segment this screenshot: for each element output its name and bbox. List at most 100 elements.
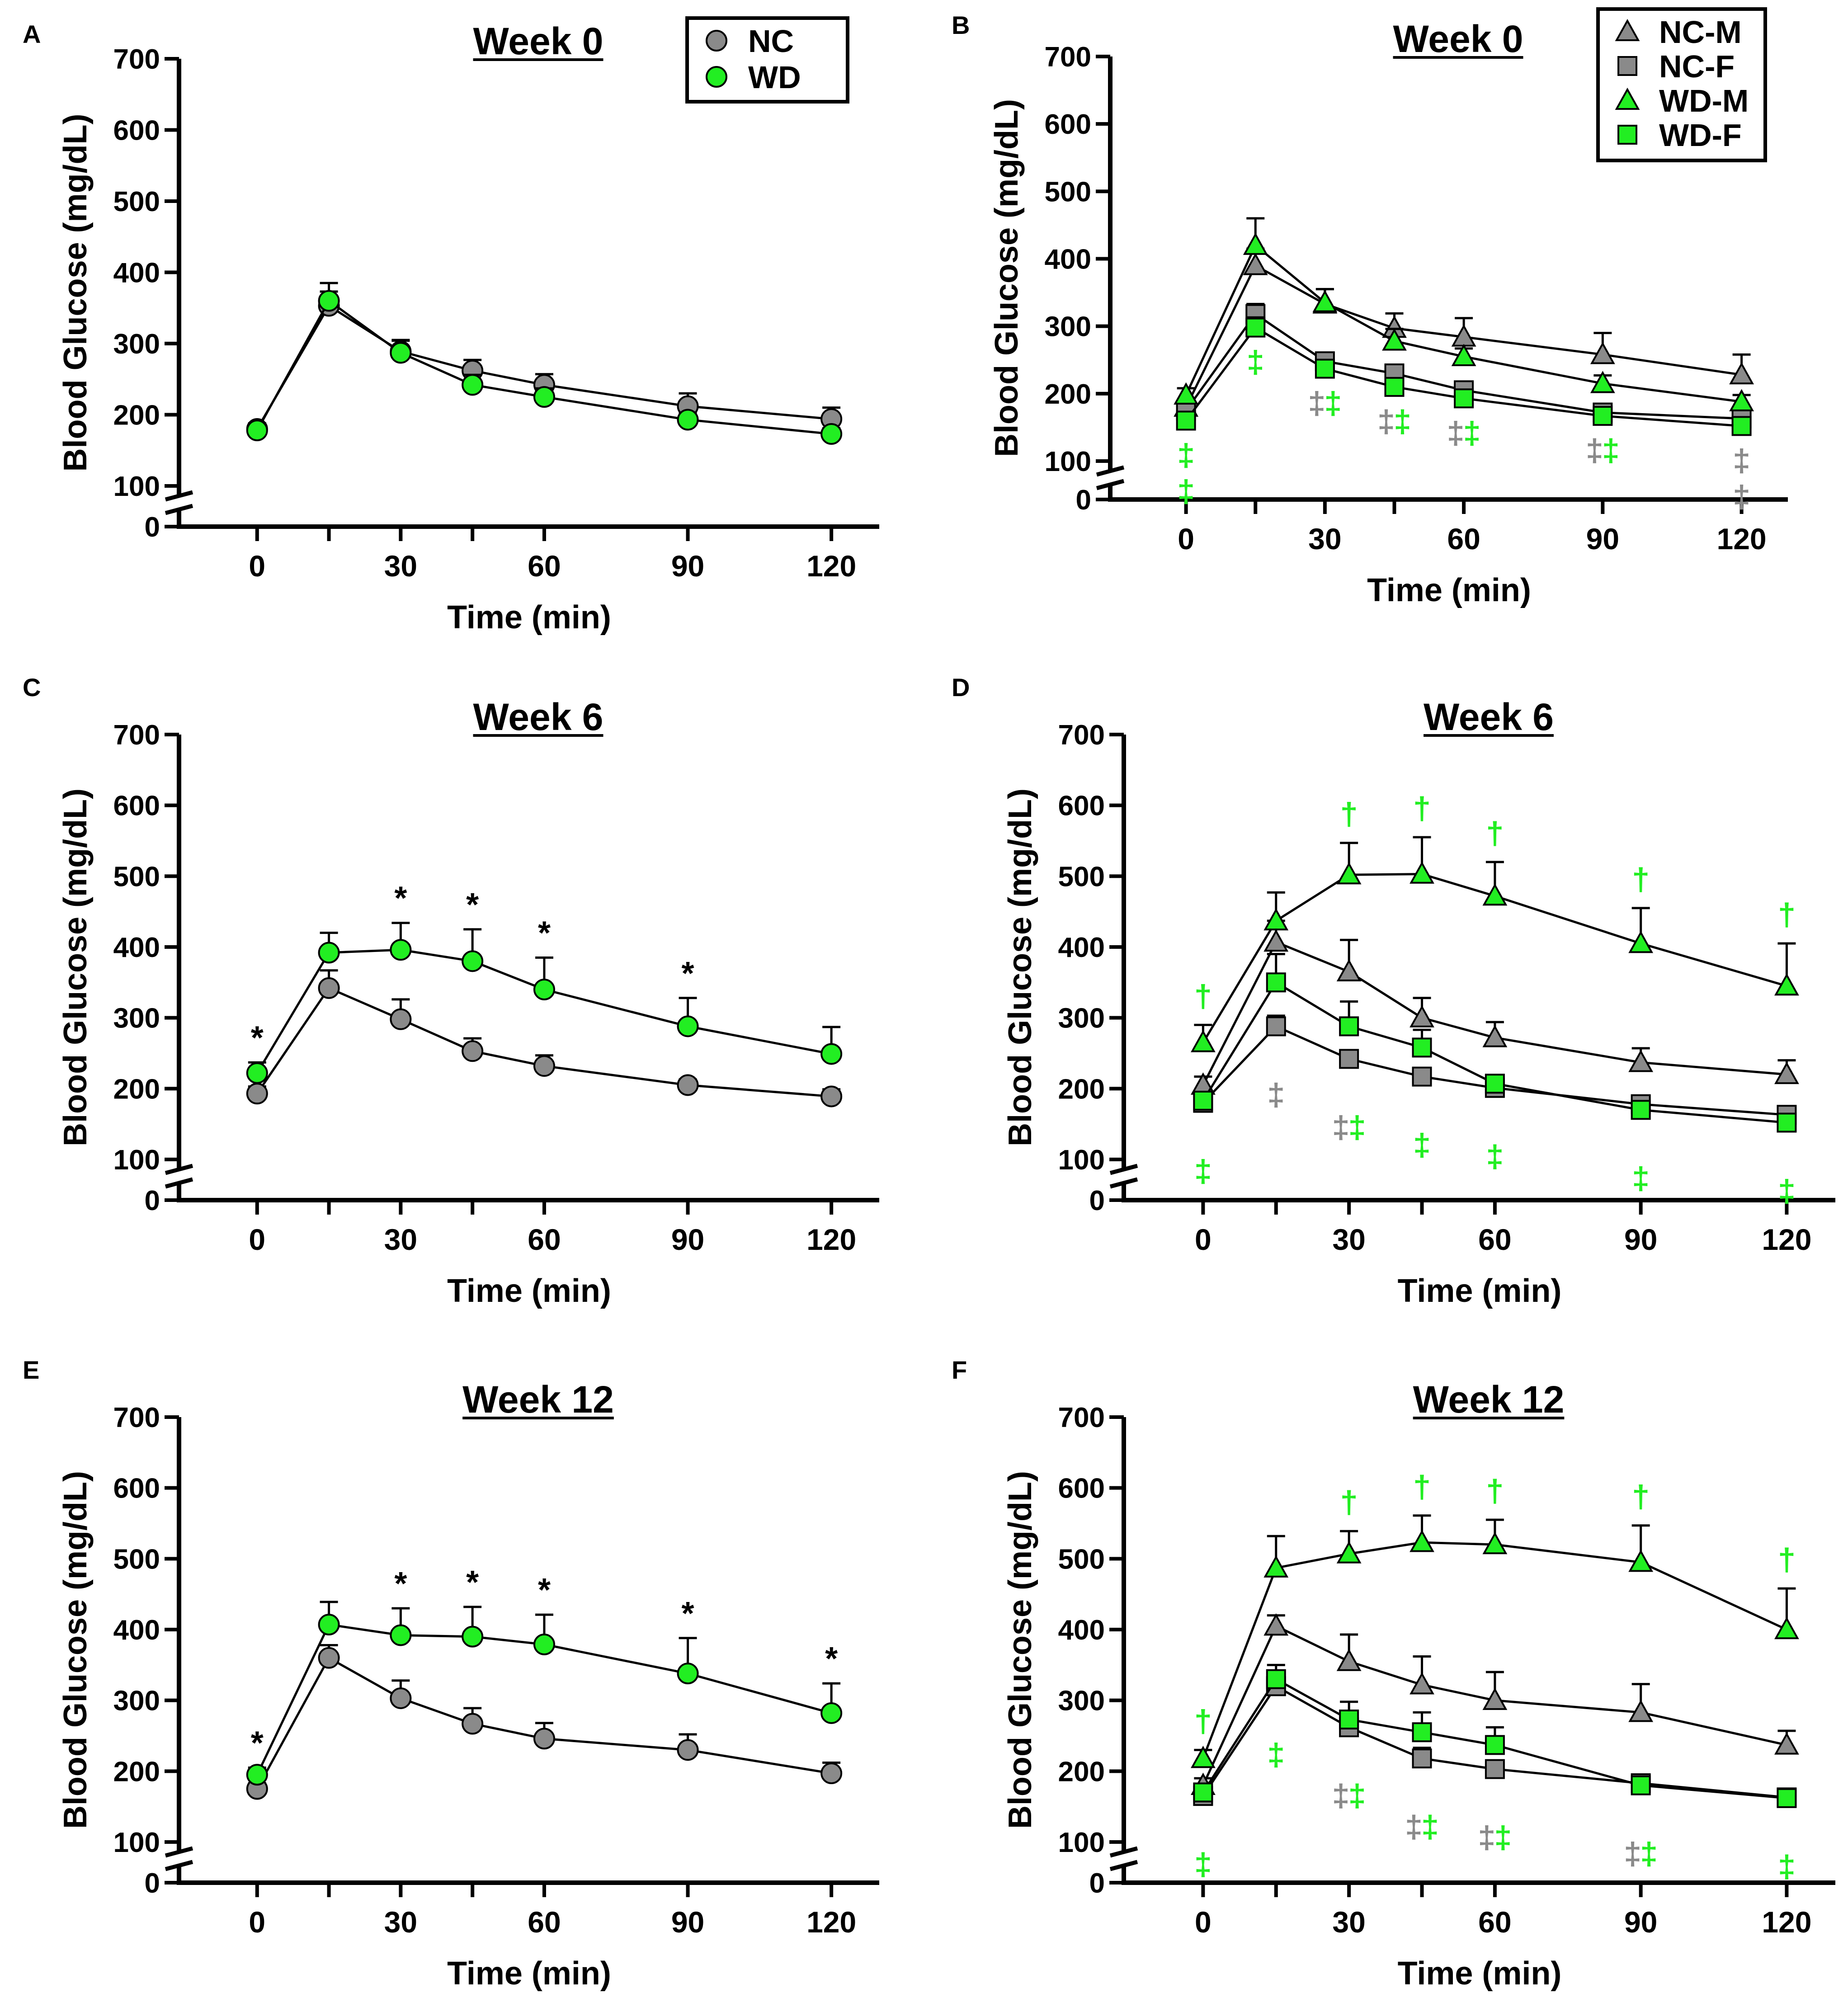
data-point bbox=[677, 1739, 699, 1761]
annotations-group: * * * * * * bbox=[251, 1564, 838, 1762]
data-point bbox=[1593, 406, 1613, 426]
legend-marker bbox=[706, 66, 727, 88]
y-tick-label: 400 bbox=[113, 258, 160, 289]
series-wd bbox=[246, 282, 843, 445]
data-point bbox=[533, 386, 555, 408]
x-tick-label: 120 bbox=[806, 1223, 856, 1256]
data-point bbox=[1774, 973, 1799, 996]
data-point bbox=[462, 1625, 484, 1648]
y-tick-label: 400 bbox=[113, 932, 160, 963]
data-point bbox=[1412, 1748, 1432, 1769]
significance-symbol: ‡ bbox=[1413, 1127, 1431, 1163]
significance-symbol: ‡ bbox=[1494, 1820, 1512, 1855]
axis-break-mark bbox=[1109, 1177, 1138, 1189]
x-tick-label: 120 bbox=[806, 549, 856, 583]
chart-title: Week 6 bbox=[473, 696, 603, 738]
series-wd-m bbox=[1190, 1514, 1799, 1768]
data-series-group bbox=[1190, 836, 1799, 1133]
x-tick-label: 60 bbox=[1478, 1223, 1511, 1256]
significance-symbol: ‡ bbox=[1324, 386, 1342, 421]
x-tick-label: 0 bbox=[249, 549, 265, 583]
data-point bbox=[1410, 1672, 1434, 1695]
data-series-group bbox=[246, 1601, 843, 1800]
y-tick-label: 200 bbox=[113, 1074, 160, 1105]
y-tick-label: 100 bbox=[113, 1145, 160, 1176]
y-axis-title: Blood Glucose (mg/dL) bbox=[1002, 1471, 1038, 1829]
significance-symbol: ‡ bbox=[1332, 1778, 1350, 1813]
y-tick-label: 300 bbox=[1058, 1686, 1105, 1717]
annotations-group: ‡‡‡‡‡‡‡ ‡‡ ‡‡ ‡‡ bbox=[1177, 344, 1750, 514]
significance-symbol: * bbox=[825, 1641, 838, 1677]
data-point bbox=[1631, 1100, 1651, 1120]
y-tick-label: 300 bbox=[1058, 1003, 1105, 1034]
significance-symbol: ‡ bbox=[1348, 1110, 1366, 1145]
significance-symbol: † bbox=[1340, 1484, 1358, 1520]
y-tick-label: 500 bbox=[1045, 176, 1091, 207]
data-series-group bbox=[1190, 1514, 1799, 1808]
data-point bbox=[390, 1687, 412, 1709]
y-tick-label: 100 bbox=[1045, 446, 1091, 477]
panel-b: B 0 100 200 300 400 500 600 700 0 30 60 90 120 Time (m… bbox=[952, 7, 1788, 608]
data-point bbox=[318, 290, 340, 312]
axis-break-mark bbox=[165, 1177, 193, 1189]
y-tick-label: 600 bbox=[1058, 1473, 1105, 1504]
data-point bbox=[1590, 342, 1615, 364]
data-point bbox=[1628, 931, 1654, 953]
data-point bbox=[1336, 1649, 1362, 1671]
y-tick-label: 0 bbox=[145, 512, 160, 543]
data-point bbox=[246, 1764, 268, 1786]
significance-symbol: ‡ bbox=[1247, 344, 1264, 380]
significance-symbol: ‡ bbox=[1405, 1809, 1423, 1844]
panel-a: A 0 100 200 300 400 500 600 700 0 30 60 90 120 Time (m… bbox=[23, 16, 879, 636]
data-point bbox=[1777, 1788, 1797, 1808]
x-tick-label: 60 bbox=[528, 549, 561, 583]
data-point bbox=[677, 409, 699, 431]
chart-title: Week 12 bbox=[462, 1378, 614, 1421]
significance-symbol: ‡ bbox=[1733, 479, 1750, 514]
y-tick-label: 200 bbox=[113, 400, 160, 431]
axis-break-mark bbox=[165, 1860, 193, 1871]
panel-label: F bbox=[952, 1356, 967, 1384]
x-axis-title: Time (min) bbox=[447, 1955, 611, 1992]
axis-break-mark bbox=[1096, 465, 1125, 477]
data-point bbox=[1628, 1700, 1654, 1722]
significance-symbol: ‡ bbox=[1194, 1847, 1212, 1882]
data-point bbox=[1451, 344, 1476, 366]
data-point bbox=[1410, 1530, 1434, 1552]
y-tick-label: 700 bbox=[113, 44, 160, 75]
significance-symbol: † bbox=[1194, 978, 1212, 1013]
y-tick-label: 100 bbox=[1058, 1145, 1105, 1176]
data-point bbox=[1729, 389, 1754, 411]
data-point bbox=[1193, 1782, 1213, 1803]
y-tick-label: 0 bbox=[1089, 1185, 1105, 1216]
y-tick-label: 500 bbox=[1058, 861, 1105, 892]
significance-symbol: † bbox=[1413, 791, 1431, 826]
significance-symbol: † bbox=[1778, 1542, 1796, 1577]
data-series-group bbox=[246, 282, 843, 445]
legend-label: NC-M bbox=[1659, 14, 1742, 50]
significance-symbol: ‡ bbox=[1486, 1139, 1504, 1174]
x-tick-label: 90 bbox=[671, 1223, 704, 1256]
data-point bbox=[1731, 416, 1752, 436]
data-point bbox=[1176, 410, 1196, 431]
x-axis-title: Time (min) bbox=[1398, 1955, 1562, 1992]
panel-d: D 0 100 200 300 400 500 600 700 0 30 60 90 120 Time (m… bbox=[952, 673, 1835, 1309]
y-tick-label: 300 bbox=[113, 1003, 160, 1034]
y-tick-label: 700 bbox=[1058, 720, 1105, 751]
data-point bbox=[1336, 1541, 1362, 1564]
data-point bbox=[1382, 328, 1407, 351]
x-tick-label: 60 bbox=[1478, 1905, 1511, 1939]
data-point bbox=[1263, 1613, 1289, 1636]
significance-symbol: ‡ bbox=[1463, 415, 1481, 450]
x-tick-label: 60 bbox=[528, 1905, 561, 1939]
data-point bbox=[1482, 1025, 1508, 1047]
y-tick-label: 400 bbox=[1058, 932, 1105, 963]
data-point bbox=[318, 977, 340, 999]
x-tick-label: 90 bbox=[671, 549, 704, 583]
significance-symbol: ‡ bbox=[1267, 1737, 1285, 1772]
data-point bbox=[1263, 929, 1289, 952]
y-tick-label: 400 bbox=[1058, 1615, 1105, 1646]
x-tick-label: 30 bbox=[1308, 522, 1341, 556]
